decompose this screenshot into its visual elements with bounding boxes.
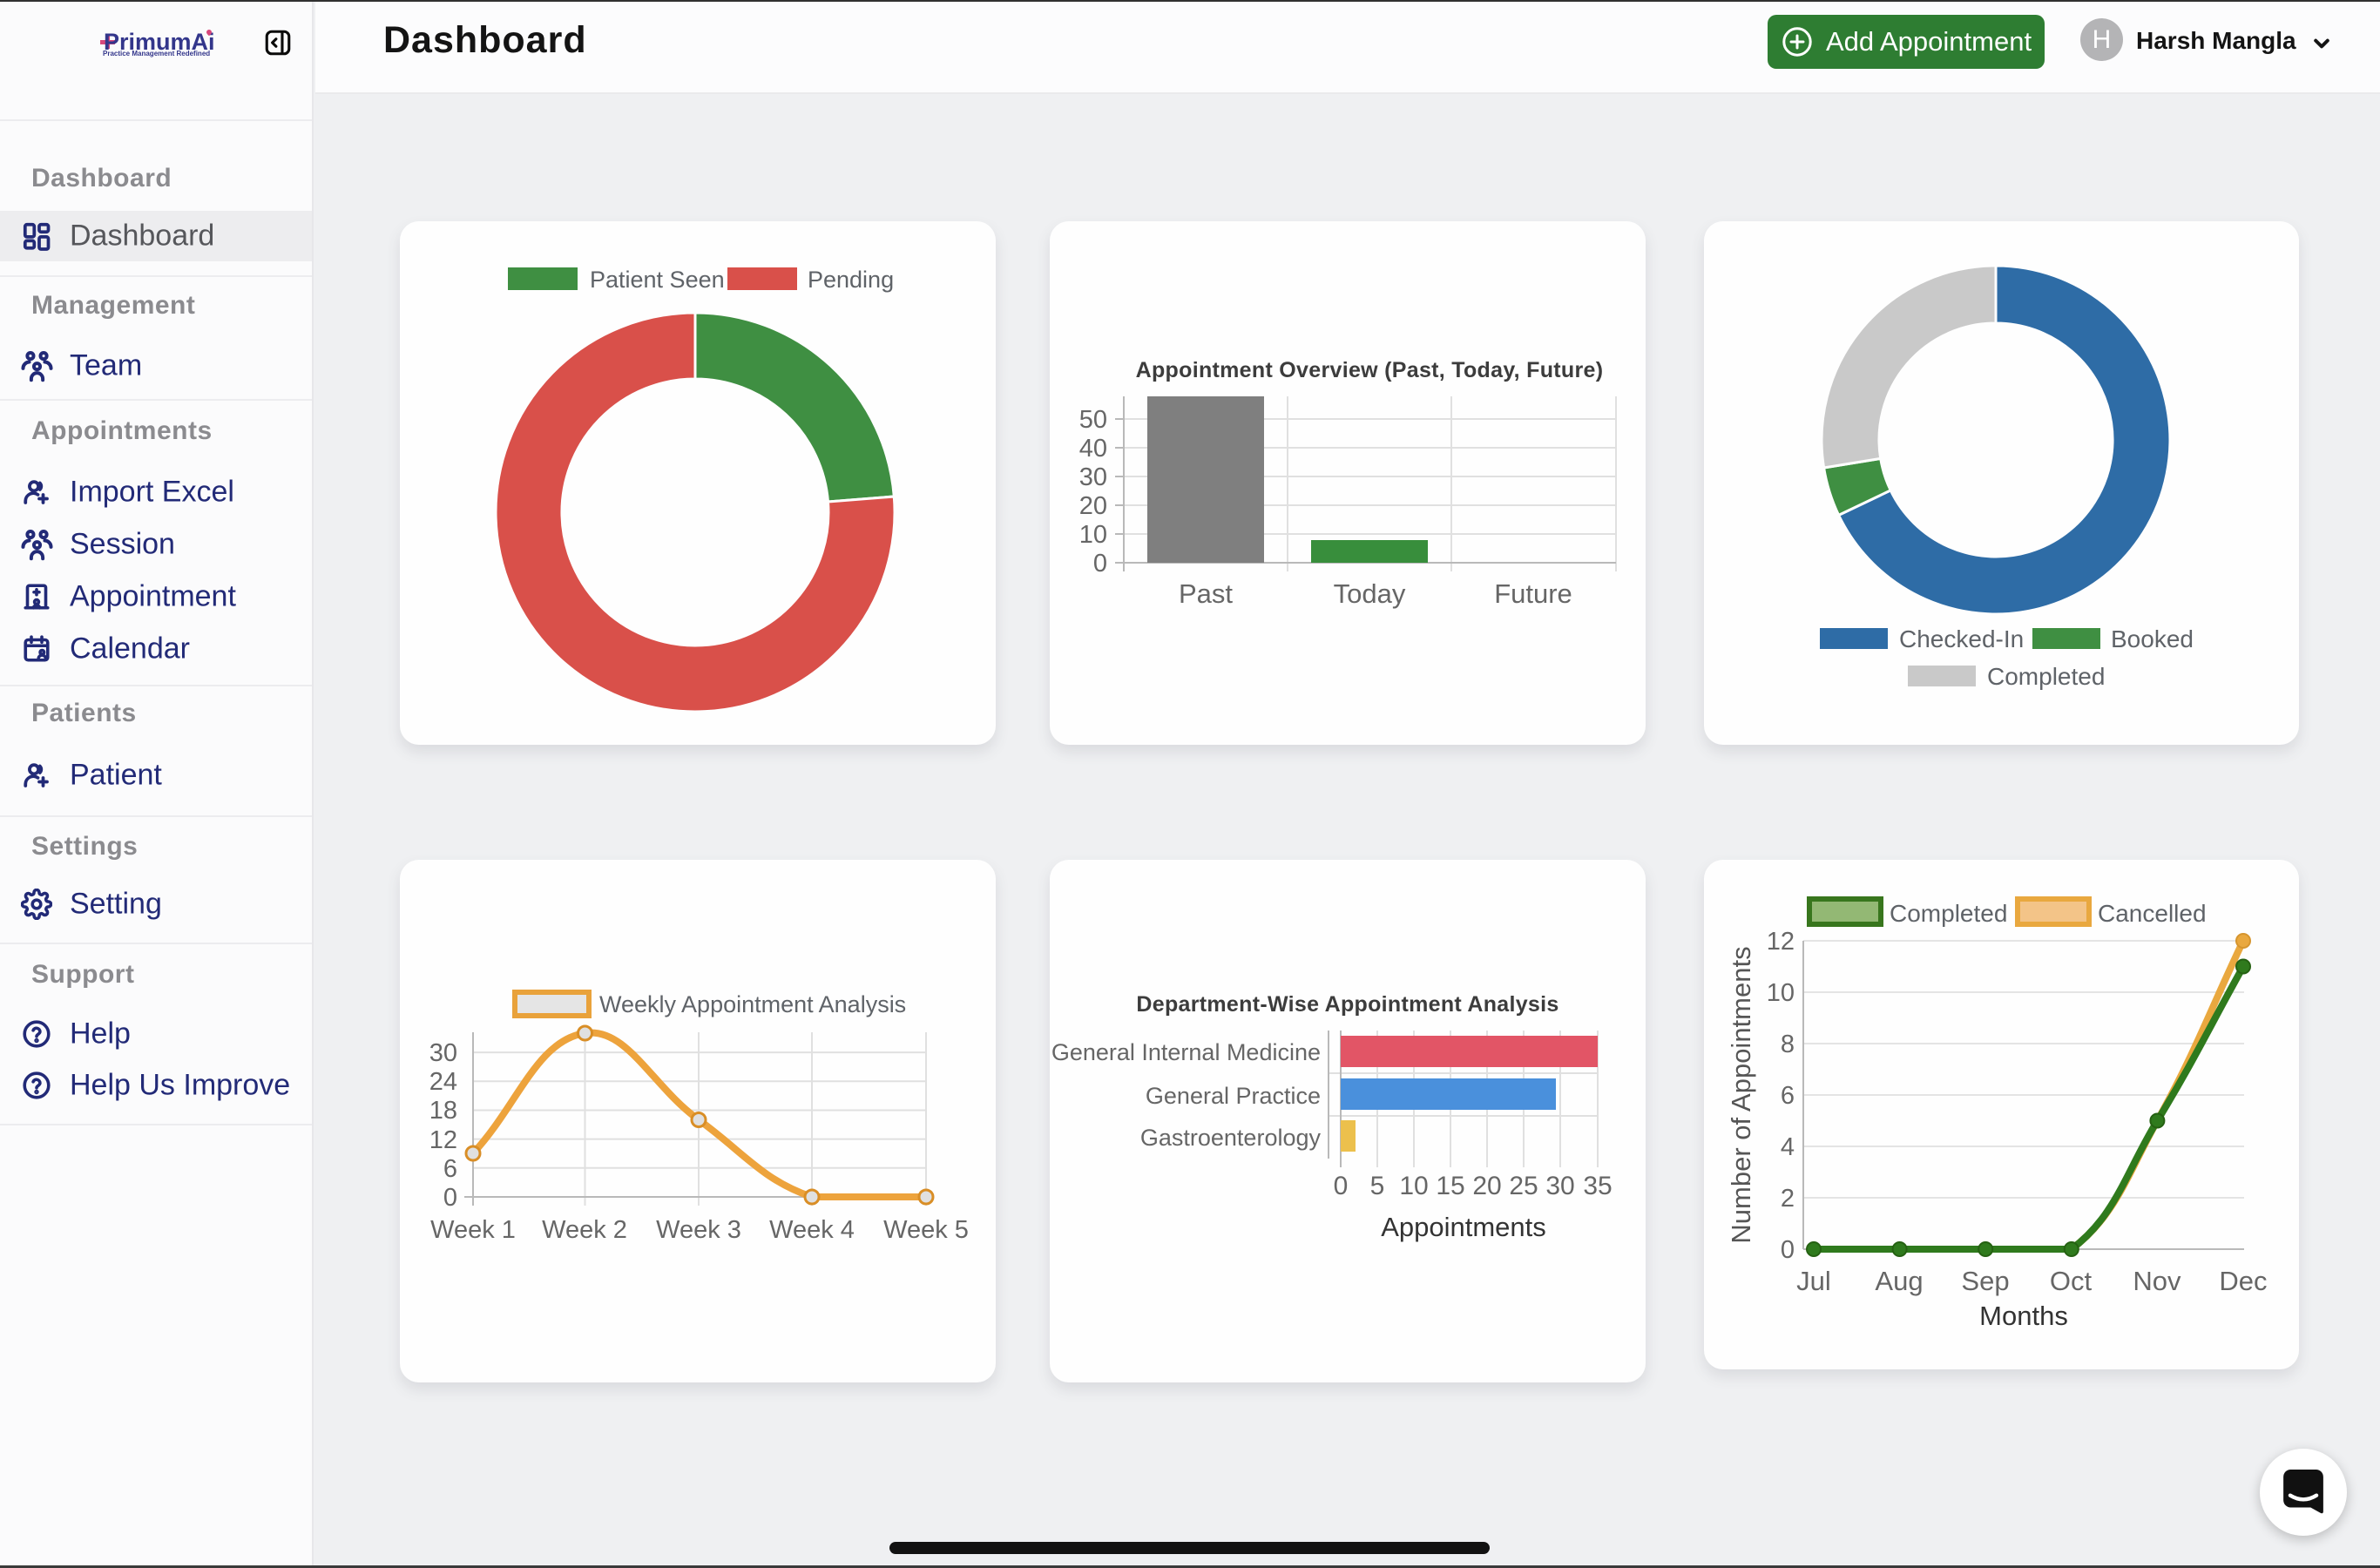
svg-text:Cancelled: Cancelled (2098, 900, 2207, 927)
svg-text:Jul: Jul (1796, 1266, 1831, 1296)
svg-text:Checked-In: Checked-In (1899, 625, 2024, 652)
svg-text:Future: Future (1494, 578, 1572, 609)
svg-text:6: 6 (443, 1155, 457, 1183)
svg-text:15: 15 (1436, 1172, 1464, 1200)
svg-text:35: 35 (1583, 1172, 1612, 1200)
svg-text:Past: Past (1179, 578, 1233, 609)
svg-text:30: 30 (429, 1039, 457, 1067)
svg-text:0: 0 (1334, 1172, 1349, 1200)
svg-text:5: 5 (1370, 1172, 1385, 1200)
svg-text:12: 12 (1767, 928, 1795, 956)
svg-text:0: 0 (443, 1184, 457, 1212)
svg-text:Dec: Dec (2219, 1266, 2267, 1296)
svg-text:30: 30 (1545, 1172, 1574, 1200)
svg-text:40: 40 (1079, 435, 1107, 463)
svg-text:General Practice: General Practice (1146, 1083, 1321, 1109)
svg-text:Aug: Aug (1875, 1266, 1923, 1296)
svg-text:Months: Months (1979, 1301, 2068, 1331)
svg-text:Weekly Appointment Analysis: Weekly Appointment Analysis (599, 991, 906, 1017)
svg-text:6: 6 (1781, 1082, 1795, 1110)
svg-text:Week 2: Week 2 (542, 1216, 627, 1244)
svg-text:Completed: Completed (1890, 900, 2007, 927)
svg-text:Gastroenterology: Gastroenterology (1140, 1125, 1322, 1151)
svg-text:0: 0 (1093, 550, 1107, 578)
svg-text:Oct: Oct (2050, 1266, 2093, 1296)
svg-text:10: 10 (1079, 521, 1107, 549)
svg-text:0: 0 (1781, 1236, 1795, 1264)
svg-text:20: 20 (1079, 492, 1107, 520)
svg-text:24: 24 (429, 1068, 457, 1096)
svg-text:10: 10 (1399, 1172, 1428, 1200)
svg-text:25: 25 (1509, 1172, 1538, 1200)
svg-text:Nov: Nov (2133, 1266, 2181, 1296)
svg-text:Booked: Booked (2111, 625, 2194, 652)
svg-text:Week 5: Week 5 (883, 1216, 969, 1244)
svg-text:Sep: Sep (1961, 1266, 2009, 1296)
svg-text:Week 3: Week 3 (656, 1216, 741, 1244)
svg-text:30: 30 (1079, 463, 1107, 491)
svg-text:Appointment Overview (Past, To: Appointment Overview (Past, Today, Futur… (1136, 358, 1604, 382)
svg-text:4: 4 (1781, 1133, 1795, 1161)
svg-text:12: 12 (429, 1126, 457, 1154)
svg-text:10: 10 (1767, 979, 1795, 1007)
svg-text:Patient Seen: Patient Seen (590, 267, 725, 293)
svg-text:20: 20 (1472, 1172, 1501, 1200)
svg-text:Department-Wise Appointment An: Department-Wise Appointment Analysis (1136, 992, 1558, 1017)
svg-text:Number of Appointments: Number of Appointments (1726, 946, 1756, 1243)
svg-text:Today: Today (1334, 578, 1406, 609)
svg-text:Completed: Completed (1987, 663, 2105, 690)
svg-text:Pending: Pending (808, 267, 894, 293)
svg-text:2: 2 (1781, 1185, 1795, 1213)
svg-text:Appointments: Appointments (1381, 1212, 1546, 1242)
svg-text:Week 4: Week 4 (769, 1216, 855, 1244)
svg-text:Week 1: Week 1 (430, 1216, 516, 1244)
svg-text:50: 50 (1079, 406, 1107, 434)
svg-text:General Internal Medicine: General Internal Medicine (1051, 1039, 1321, 1065)
svg-text:8: 8 (1781, 1031, 1795, 1058)
svg-text:18: 18 (429, 1097, 457, 1125)
